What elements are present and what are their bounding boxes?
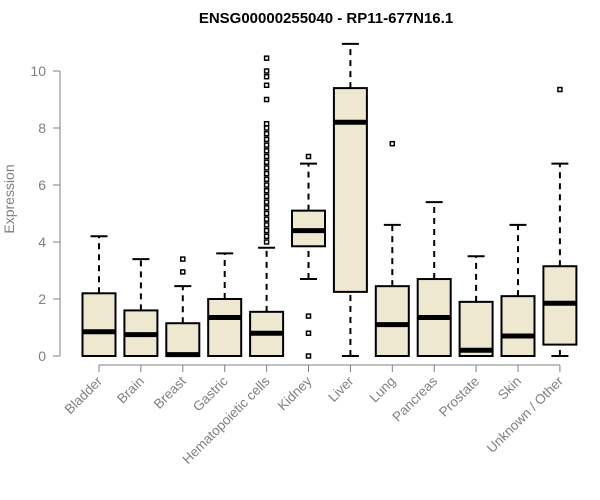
- box-group: [249, 55, 285, 358]
- outlier-point: [263, 159, 270, 165]
- y-axis-label: Expression: [1, 164, 17, 233]
- y-tick-label: 8: [38, 120, 46, 136]
- outlier-point: [263, 82, 270, 88]
- outlier-point: [263, 182, 270, 188]
- x-tick-label: Skin: [495, 374, 524, 403]
- box-iqr: [165, 322, 201, 358]
- box-group: [291, 153, 326, 359]
- y-tick-label: 0: [38, 348, 46, 364]
- box-iqr: [500, 295, 536, 357]
- outlier-point: [263, 170, 270, 177]
- box-group: [374, 140, 410, 357]
- y-tick-label: 2: [38, 291, 46, 307]
- y-tick-label: 4: [38, 234, 46, 250]
- box-group: [207, 252, 243, 357]
- outlier-point: [263, 233, 270, 240]
- outlier-point: [305, 313, 312, 319]
- outlier-point: [263, 120, 270, 127]
- x-tick-label: Unknown / Other: [484, 373, 567, 456]
- outlier-point: [263, 96, 270, 103]
- outlier-point: [263, 216, 270, 222]
- box-group: [458, 255, 494, 358]
- outlier-point: [263, 73, 270, 80]
- x-tick-label: Lung: [367, 374, 399, 406]
- box-iqr: [81, 292, 117, 357]
- x-tick-label: Liver: [325, 373, 357, 405]
- box-group: [542, 86, 578, 357]
- x-tick-label: Breast: [151, 373, 189, 411]
- box-iqr: [332, 87, 368, 293]
- outlier-point: [263, 239, 270, 245]
- outlier-point: [389, 140, 396, 147]
- outlier-point: [180, 269, 186, 275]
- x-tick-label: Pancreas: [389, 373, 440, 424]
- outlier-point: [263, 165, 270, 171]
- outlier-point: [263, 193, 270, 200]
- box-group: [416, 201, 452, 357]
- x-tick-label: Brain: [114, 374, 147, 407]
- outlier-point: [263, 148, 270, 154]
- outlier-point: [263, 187, 270, 194]
- outlier-point: [263, 205, 270, 211]
- box-group: [81, 235, 117, 357]
- outlier-point: [263, 125, 270, 131]
- outlier-point: [263, 227, 270, 234]
- outlier-point: [557, 86, 563, 93]
- y-axis: 0 2 4 6 8 10: [30, 63, 61, 364]
- outlier-point: [263, 142, 270, 148]
- box-iqr: [207, 298, 243, 357]
- boxes-layer: [81, 42, 578, 359]
- outlier-point: [263, 210, 270, 217]
- y-tick-label: 6: [38, 177, 46, 193]
- outlier-point: [180, 256, 186, 262]
- box-group: [500, 223, 536, 357]
- box-iqr: [374, 285, 410, 357]
- box-group: [332, 42, 368, 357]
- outlier-point: [263, 153, 270, 160]
- outlier-point: [263, 130, 270, 137]
- outlier-point: [263, 55, 270, 61]
- x-tick-label: Gastric: [190, 373, 231, 414]
- outlier-point: [305, 153, 312, 160]
- outlier-point: [263, 199, 270, 205]
- outlier-point: [263, 68, 270, 74]
- outlier-point: [305, 330, 312, 336]
- box-iqr: [458, 300, 494, 358]
- outlier-point: [305, 353, 312, 359]
- y-tick-label: 10: [30, 63, 46, 79]
- outlier-point: [263, 222, 270, 228]
- x-tick-label: Prostate: [436, 374, 482, 420]
- x-tick-label: Bladder: [62, 373, 106, 417]
- outlier-point: [263, 176, 270, 183]
- x-tick-label: Kidney: [275, 373, 315, 413]
- box-group: [165, 256, 201, 358]
- box-group: [123, 258, 159, 357]
- outlier-point: [263, 136, 270, 143]
- chart-title: ENSG00000255040 - RP11-677N16.1: [199, 10, 453, 27]
